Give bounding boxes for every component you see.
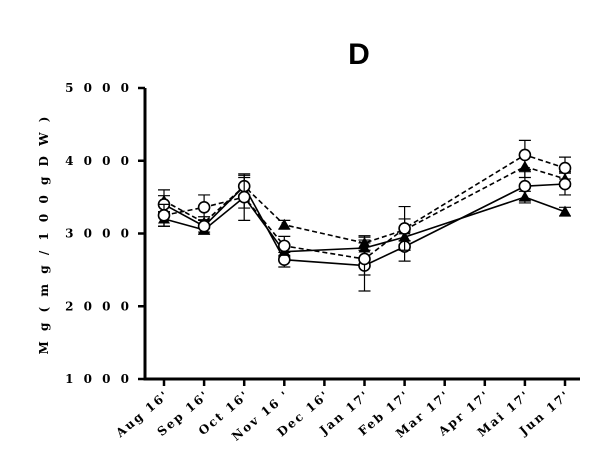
data-point [157, 209, 171, 222]
y-axis-label: M g ( m g / 1 0 0 g D W ) [37, 114, 51, 355]
data-point [197, 219, 211, 233]
data-point [518, 179, 532, 193]
data-point [559, 205, 571, 217]
y-tick-label: 5 0 0 0 [65, 81, 132, 95]
chart-title: D [348, 38, 370, 71]
data-point [518, 148, 532, 162]
series-4 [157, 139, 572, 276]
data-point [197, 201, 211, 214]
series-layer [157, 139, 572, 292]
series-line [163, 183, 566, 267]
data-point [558, 161, 572, 175]
y-tick-label: 1 0 0 0 [65, 372, 132, 386]
y-axis-ticks: 1 0 0 0 2 0 0 0 3 0 0 0 4 0 0 0 5 0 0 0 [65, 81, 145, 386]
data-point [277, 239, 291, 253]
data-point [278, 218, 291, 230]
y-tick-label: 4 0 0 0 [65, 154, 132, 168]
x-axis-ticks: Aug 16'Sep 16'Oct 16'Nov 16 'Dec 16'Jan … [112, 379, 573, 444]
axes [143, 88, 580, 381]
y-tick-label: 2 0 0 0 [65, 299, 132, 313]
data-point [358, 252, 371, 266]
data-point [237, 190, 251, 204]
series-line [163, 195, 566, 253]
series-line [163, 154, 566, 260]
data-point [398, 222, 411, 235]
data-point [558, 177, 572, 191]
y-tick-label: 3 0 0 0 [65, 227, 132, 241]
series-line [163, 165, 566, 244]
